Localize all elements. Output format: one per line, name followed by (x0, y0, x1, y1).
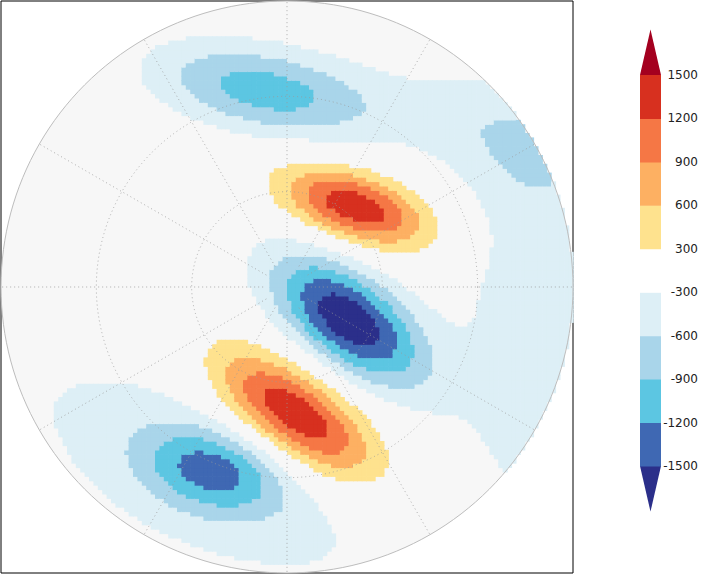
svg-text:600: 600 (675, 198, 698, 212)
svg-text:900: 900 (675, 155, 698, 169)
svg-text:-600: -600 (671, 329, 698, 343)
svg-text:-1500: -1500 (663, 459, 698, 473)
svg-text:-300: -300 (671, 285, 698, 299)
svg-text:1500: 1500 (667, 68, 698, 82)
svg-text:300: 300 (675, 242, 698, 256)
svg-text:-1200: -1200 (663, 416, 698, 430)
svg-text:1200: 1200 (667, 111, 698, 125)
svg-text:-900: -900 (671, 372, 698, 386)
